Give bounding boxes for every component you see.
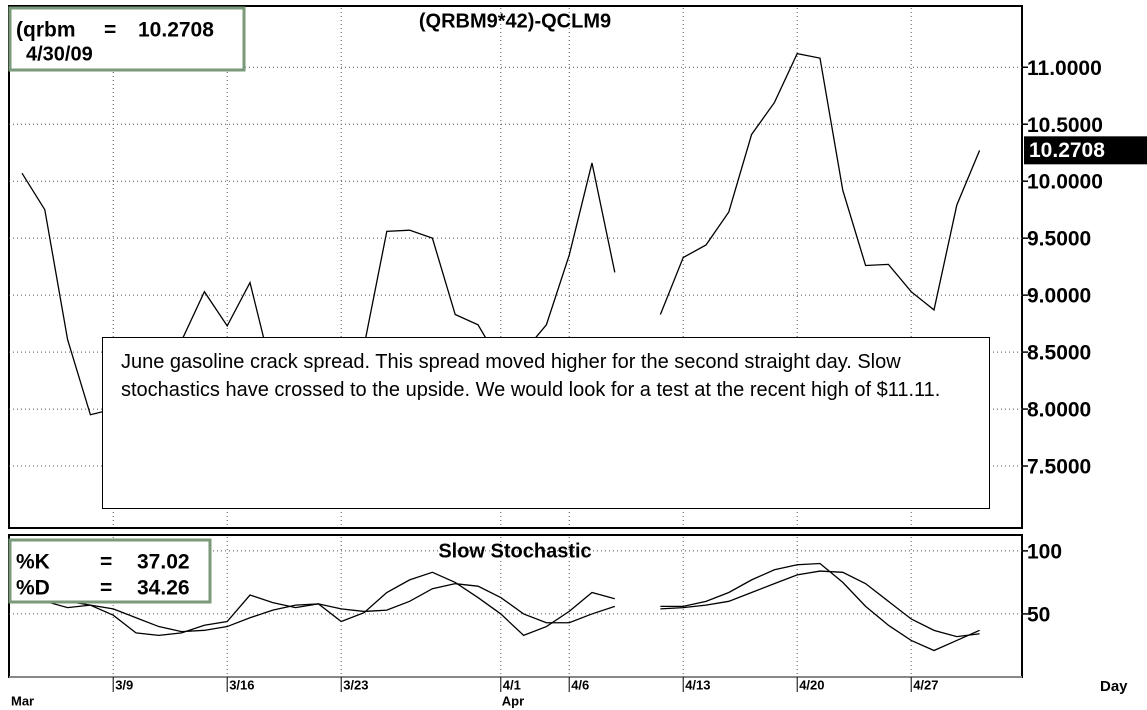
series-line — [21, 583, 616, 633]
y-tick-label: 8.5000 — [1027, 342, 1091, 365]
y-tick-label: 7.5000 — [1027, 456, 1091, 479]
overlay: (qrbm = 10.2708 4/30/09 %K = 37.02 %D = … — [8, 6, 246, 604]
stochastic-d-value: 34.26 — [137, 577, 190, 600]
y-tick-label: 8.0000 — [1027, 399, 1091, 422]
x-tick-label: 3/23 — [343, 677, 368, 692]
readout-value: 10.2708 — [138, 19, 214, 42]
readout-symbol: = — [100, 577, 112, 600]
x-tick-label: 3/16 — [229, 677, 254, 692]
y-tick-label: 9.5000 — [1027, 228, 1091, 251]
readout-label: (qrbm — [16, 19, 76, 42]
stochastic-k-value: 37.02 — [137, 551, 190, 574]
readout-symbol: = — [104, 19, 116, 42]
legend-name: %K — [16, 551, 50, 574]
y-tick-label: 100 — [1027, 540, 1062, 563]
month-label: Apr — [502, 693, 524, 708]
readout-symbol: = — [100, 551, 112, 574]
x-tick-label: 3/9 — [115, 677, 133, 692]
readout-date: 4/30/09 — [26, 43, 93, 65]
last-value-label: 10.2708 — [1029, 139, 1105, 162]
y-tick-label: 9.0000 — [1027, 285, 1091, 308]
y-tick-label: 50 — [1027, 603, 1050, 626]
legend-name: %D — [16, 577, 50, 600]
chart-title: (QRBM9*42)-QCLM9 — [419, 10, 611, 32]
series-line — [659, 52, 981, 315]
x-tick-label: 4/13 — [685, 677, 710, 692]
annotation: June gasoline crack spread. This spread … — [102, 337, 990, 509]
y-tick-label: 11.0000 — [1027, 57, 1102, 80]
readout-box — [8, 6, 246, 72]
stochastic-title: Slow Stochastic — [438, 540, 591, 562]
x-tick-label: 4/20 — [799, 677, 824, 692]
stochastic-readout-box — [8, 538, 212, 604]
series-line — [660, 562, 980, 652]
y-tick-label: 10.5000 — [1027, 114, 1103, 137]
month-label: Mar — [11, 693, 34, 708]
x-axis-label: Day — [1100, 678, 1128, 695]
last-value-badge — [1024, 136, 1147, 165]
series-line — [660, 570, 980, 638]
x-tick-label: 4/6 — [571, 677, 589, 692]
x-tick-label: 4/1 — [503, 677, 521, 692]
x-tick-label: 4/27 — [913, 677, 938, 692]
price-panel — [8, 5, 1023, 529]
y-tick-label: 10.0000 — [1027, 171, 1103, 194]
